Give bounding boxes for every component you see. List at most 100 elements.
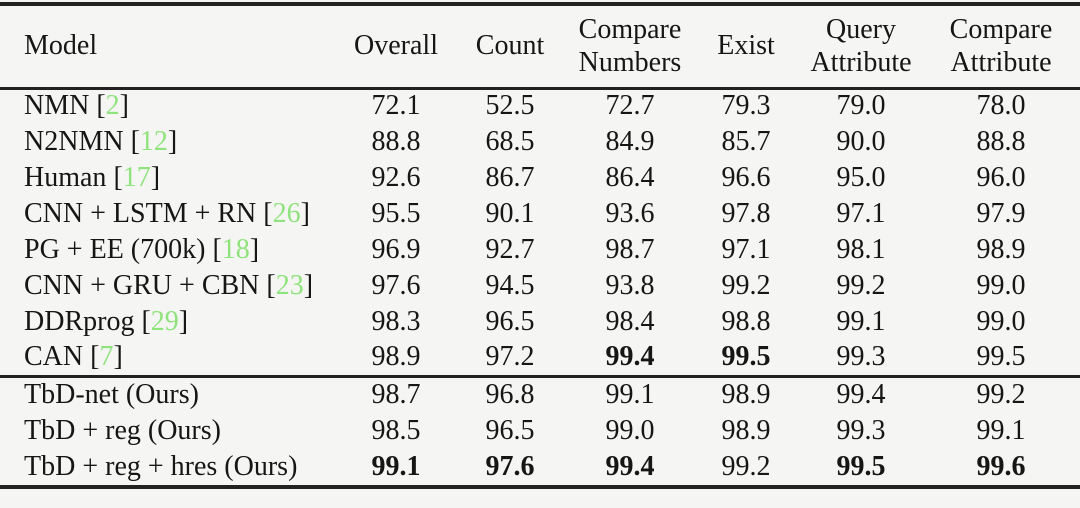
- metric-value: 96.0: [976, 161, 1026, 193]
- metric-value: 97.2: [485, 340, 535, 372]
- metric-value: 95.5: [371, 197, 421, 229]
- metric-value: 99.1: [976, 415, 1026, 447]
- metric-value: 79.3: [721, 90, 771, 122]
- metric-value: 97.6: [485, 451, 535, 483]
- citation-ref[interactable]: 17: [122, 161, 151, 193]
- metric-value: 99.1: [371, 451, 421, 483]
- metric-value: 98.4: [605, 305, 655, 337]
- table-row: DDRprog [29] 98.3 96.5 98.4 98.8 99.1 99.0: [0, 304, 1080, 340]
- metric-value: 97.1: [836, 197, 886, 229]
- results-table: Model Overall Count Compare Numbers Exist Que…: [0, 2, 1080, 489]
- metric-value: 86.7: [485, 161, 535, 193]
- metric-value: 99.1: [836, 305, 886, 337]
- metric-value: 99.1: [605, 378, 655, 410]
- metric-value: 99.0: [605, 415, 655, 447]
- metric-value: 99.0: [976, 269, 1026, 301]
- metric-value: 88.8: [371, 125, 421, 157]
- model-name: TbD + reg (Ours): [24, 415, 221, 447]
- model-name: CNN + GRU + CBN [23]: [24, 269, 314, 301]
- table-row: N2NMN [12] 88.8 68.5 84.9 85.7 90.0 88.8: [0, 124, 1080, 160]
- metric-value: 97.9: [976, 197, 1026, 229]
- table-row: CNN + LSTM + RN [26] 95.5 90.1 93.6 97.8 97.1…: [0, 196, 1080, 232]
- citation-ref[interactable]: 2: [105, 90, 120, 122]
- metric-value: 79.0: [836, 90, 886, 122]
- metric-value: 68.5: [485, 125, 535, 157]
- citation-ref[interactable]: 12: [139, 125, 168, 157]
- metric-value: 98.1: [836, 233, 886, 265]
- metric-value: 97.8: [721, 197, 771, 229]
- column-header-overall: Overall: [340, 4, 452, 90]
- metric-value: 99.3: [836, 415, 886, 447]
- metric-value: 99.0: [976, 305, 1026, 337]
- citation-ref[interactable]: 18: [221, 233, 250, 265]
- metric-value: 96.8: [485, 378, 535, 410]
- citation-ref[interactable]: 23: [275, 269, 304, 301]
- metric-value: 98.5: [371, 415, 421, 447]
- metric-value: 99.2: [836, 269, 886, 301]
- table-row: CNN + GRU + CBN [23] 97.6 94.5 93.8 99.2 99.2…: [0, 268, 1080, 304]
- metric-value: 97.6: [371, 269, 421, 301]
- metric-value: 98.7: [605, 233, 655, 265]
- metric-value: 98.9: [976, 233, 1026, 265]
- column-header-count: Count: [452, 4, 568, 90]
- metric-value: 72.1: [371, 90, 421, 122]
- metric-value: 85.7: [721, 125, 771, 157]
- table-row: NMN [2] 72.1 52.5 72.7 79.3 79.0 78.0: [0, 88, 1080, 124]
- column-header-compare-attribute: Compare Attribute: [922, 4, 1080, 90]
- metric-value: 93.6: [605, 197, 655, 229]
- metric-value: 98.9: [721, 378, 771, 410]
- metric-value: 96.5: [485, 305, 535, 337]
- metric-value: 96.9: [371, 233, 421, 265]
- prior-models-group: NMN [2] 72.1 52.5 72.7 79.3 79.0 78.0 N2NMN [12…: [0, 88, 1080, 376]
- model-name: NMN [2]: [24, 90, 129, 122]
- column-header-model: Model: [0, 4, 340, 90]
- ours-models-group: TbD-net (Ours) 98.7 96.8 99.1 98.9 99.4 99.2 Tb…: [0, 376, 1080, 487]
- metric-value: 95.0: [836, 161, 886, 193]
- header-row: Model Overall Count Compare Numbers Exist Que…: [0, 4, 1080, 90]
- metric-value: 99.5: [976, 340, 1026, 372]
- model-name: PG + EE (700k) [18]: [24, 233, 260, 265]
- metric-value: 86.4: [605, 161, 655, 193]
- table-row: CAN [7] 98.9 97.2 99.4 99.5 99.3 99.5: [0, 340, 1080, 376]
- metric-value: 99.2: [721, 269, 771, 301]
- model-name: Human [17]: [24, 161, 161, 193]
- metric-value: 99.5: [836, 451, 886, 483]
- model-name: CAN [7]: [24, 340, 123, 372]
- column-header-compare-numbers: Compare Numbers: [568, 4, 692, 90]
- model-name: TbD + reg + hres (Ours): [24, 451, 298, 483]
- metric-value: 99.2: [721, 451, 771, 483]
- metric-value: 98.3: [371, 305, 421, 337]
- metric-value: 93.8: [605, 269, 655, 301]
- metric-value: 99.6: [976, 451, 1026, 483]
- table-row: PG + EE (700k) [18] 96.9 92.7 98.7 97.1 98.1 9…: [0, 232, 1080, 268]
- citation-ref[interactable]: 29: [150, 305, 179, 337]
- table-row: TbD + reg (Ours) 98.5 96.5 99.0 98.9 99.3 99.1: [0, 413, 1080, 450]
- metric-value: 99.2: [976, 378, 1026, 410]
- metric-value: 99.4: [836, 378, 886, 410]
- metric-value: 88.8: [976, 125, 1026, 157]
- metric-value: 98.7: [371, 378, 421, 410]
- citation-ref[interactable]: 7: [99, 340, 114, 372]
- table-row: TbD-net (Ours) 98.7 96.8 99.1 98.9 99.4 99.2: [0, 376, 1080, 413]
- metric-value: 94.5: [485, 269, 535, 301]
- metric-value: 92.7: [485, 233, 535, 265]
- metric-value: 90.0: [836, 125, 886, 157]
- metric-value: 97.1: [721, 233, 771, 265]
- metric-value: 98.8: [721, 305, 771, 337]
- metric-value: 92.6: [371, 161, 421, 193]
- metric-value: 90.1: [485, 197, 535, 229]
- model-name: N2NMN [12]: [24, 125, 178, 157]
- metric-value: 99.4: [605, 340, 655, 372]
- metric-value: 99.5: [721, 340, 771, 372]
- metric-value: 99.4: [605, 451, 655, 483]
- metric-value: 98.9: [371, 340, 421, 372]
- metric-value: 98.9: [721, 415, 771, 447]
- citation-ref[interactable]: 26: [272, 197, 301, 229]
- metric-value: 72.7: [605, 90, 655, 122]
- metric-value: 84.9: [605, 125, 655, 157]
- metric-value: 52.5: [485, 90, 535, 122]
- model-name: TbD-net (Ours): [24, 378, 199, 410]
- metric-value: 78.0: [976, 90, 1026, 122]
- table-row: TbD + reg + hres (Ours) 99.1 97.6 99.4 99.2 9…: [0, 450, 1080, 487]
